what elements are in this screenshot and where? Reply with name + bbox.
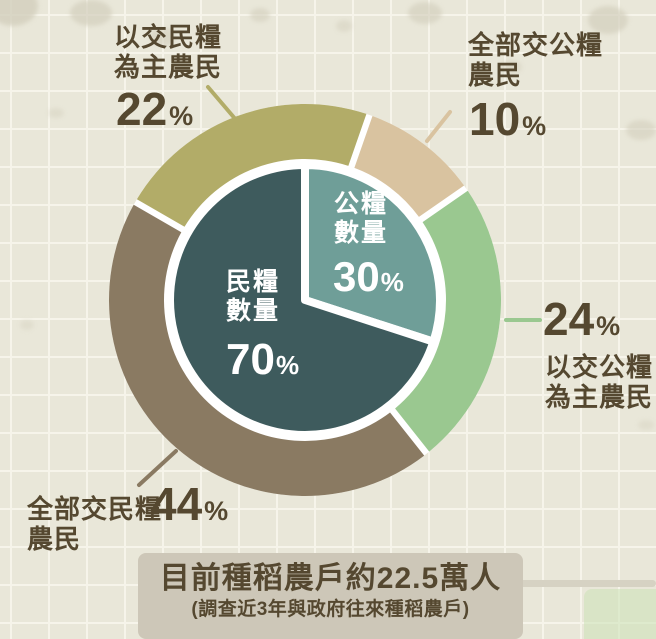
callout-label-all-public: 全部交公糧 農民 bbox=[468, 30, 603, 90]
corner-green-patch bbox=[584, 589, 656, 639]
decorative-divider-line bbox=[505, 580, 656, 587]
summary-subtitle: (調查近3年與政府往來種稻農戶) bbox=[191, 599, 470, 620]
paper-speckle bbox=[336, 20, 352, 32]
callout-label-line: 農民 bbox=[468, 60, 523, 90]
leader-line-0 bbox=[425, 110, 452, 143]
paper-speckle bbox=[626, 120, 656, 140]
callout-label-public-majority: 以交公糧 為主農民 bbox=[545, 352, 653, 412]
callout-label-line: 以交民糧 bbox=[114, 22, 223, 52]
inner-label-line: 數量 bbox=[334, 219, 389, 247]
callout-label-line: 以交公糧 bbox=[545, 352, 654, 382]
percent-sign: % bbox=[204, 496, 229, 526]
paper-speckle bbox=[638, 420, 654, 430]
paper-speckle bbox=[500, 60, 522, 74]
percent-sign: % bbox=[522, 111, 547, 141]
leader-line-3 bbox=[206, 85, 239, 123]
paper-speckle bbox=[250, 8, 270, 22]
paper-speckle bbox=[150, 28, 176, 46]
percent-number: 44 bbox=[151, 478, 203, 530]
summary-title: 目前種稻農戶約22.5萬人 bbox=[159, 562, 502, 595]
ring-segment-3 bbox=[136, 103, 367, 227]
paper-speckle bbox=[408, 2, 442, 24]
percent-sign: % bbox=[275, 350, 300, 380]
callout-label-line: 全部交民糧 bbox=[27, 494, 163, 524]
paper-speckle bbox=[70, 0, 112, 26]
inner-label-public-grain: 公糧 數量 bbox=[334, 190, 388, 248]
leader-line-2 bbox=[137, 449, 178, 487]
inner-value-public-grain: 30 % bbox=[333, 256, 404, 298]
paper-speckle bbox=[588, 6, 628, 34]
callout-value-public-majority: 24 % bbox=[543, 296, 620, 342]
callout-value-private-majority: 22 % bbox=[116, 86, 193, 132]
percent-sign: % bbox=[380, 267, 404, 297]
inner-value-private-grain: 70 % bbox=[226, 338, 299, 382]
pie-slice-0 bbox=[301, 161, 444, 346]
paper-speckle bbox=[48, 108, 64, 118]
inner-label-line: 民糧 bbox=[226, 268, 281, 296]
percent-number: 24 bbox=[543, 293, 595, 345]
paper-speckle bbox=[20, 320, 34, 330]
percent-number: 30 bbox=[333, 253, 380, 300]
percent-sign: % bbox=[169, 101, 194, 131]
pie-slice-1 bbox=[166, 161, 438, 439]
inner-label-line: 數量 bbox=[226, 297, 281, 325]
ring-segment-2 bbox=[108, 204, 425, 497]
callout-value-all-public: 10 % bbox=[469, 96, 546, 142]
callout-label-line: 為主農民 bbox=[545, 382, 654, 412]
callout-value-all-private: 44 % bbox=[151, 481, 228, 527]
callout-label-private-majority: 以交民糧 為主農民 bbox=[114, 22, 222, 82]
callout-label-all-private: 全部交民糧 農民 bbox=[27, 494, 162, 554]
callout-label-line: 農民 bbox=[27, 524, 82, 554]
percent-number: 22 bbox=[116, 83, 168, 135]
inner-label-private-grain: 民糧 數量 bbox=[226, 268, 280, 326]
percent-number: 10 bbox=[469, 93, 521, 145]
summary-banner: 目前種稻農戶約22.5萬人 (調查近3年與政府往來種稻農戶) bbox=[138, 553, 523, 639]
inner-label-line: 公糧 bbox=[334, 190, 389, 218]
percent-sign: % bbox=[596, 311, 621, 341]
ring-segment-1 bbox=[395, 190, 502, 452]
ring-segment-0 bbox=[354, 115, 465, 217]
callout-label-line: 為主農民 bbox=[114, 52, 223, 82]
callout-label-line: 全部交公糧 bbox=[468, 30, 604, 60]
percent-number: 70 bbox=[226, 335, 275, 384]
